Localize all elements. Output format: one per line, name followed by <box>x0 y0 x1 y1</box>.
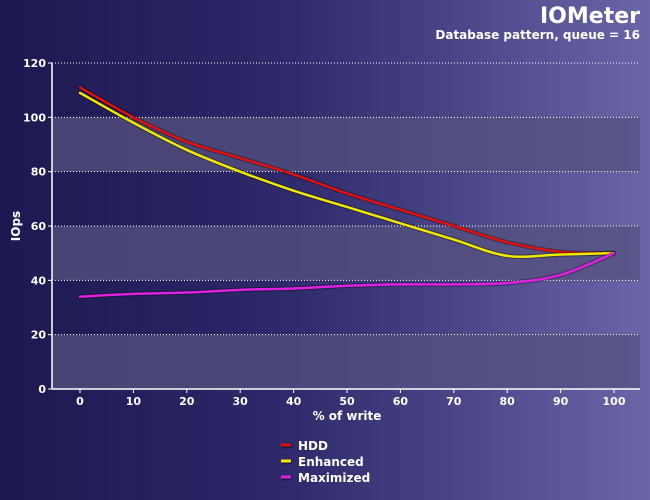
y-tick-label: 40 <box>31 274 47 287</box>
legend: HDD Enhanced Maximized <box>281 439 370 485</box>
y-tick-labels: 0 20 40 60 80 100 120 <box>23 57 52 396</box>
x-tick-label: 100 <box>603 395 626 408</box>
y-axis-label: IOps <box>9 211 23 241</box>
x-tick-labels: 0 10 20 30 40 50 60 70 80 90 100 <box>76 389 626 408</box>
x-tick-label: 60 <box>393 395 409 408</box>
grid-lines <box>52 62 640 336</box>
y-tick-label: 80 <box>31 166 47 179</box>
x-tick-label: 50 <box>339 395 355 408</box>
chart-title: IOMeter <box>540 4 640 29</box>
x-tick-label: 90 <box>553 395 569 408</box>
x-tick-label: 10 <box>126 395 142 408</box>
plot-bands <box>52 117 640 389</box>
series-line-maximized <box>78 251 616 298</box>
plot-band <box>52 334 640 389</box>
x-tick-label: 40 <box>286 395 302 408</box>
x-tick-label: 30 <box>233 395 249 408</box>
chart-subtitle: Database pattern, queue = 16 <box>435 28 640 42</box>
x-tick-label: 0 <box>76 395 84 408</box>
legend-label-enhanced: Enhanced <box>298 455 364 469</box>
x-tick-label: 70 <box>446 395 462 408</box>
x-tick-label: 20 <box>179 395 195 408</box>
y-tick-label: 120 <box>23 57 46 70</box>
y-tick-label: 60 <box>31 220 47 233</box>
y-tick-label: 0 <box>38 383 46 396</box>
series-lines <box>77 85 617 299</box>
legend-label-maximized: Maximized <box>298 471 370 485</box>
x-axis-label: % of write <box>313 409 382 423</box>
y-tick-label: 100 <box>23 111 46 124</box>
y-tick-label: 20 <box>31 329 47 342</box>
plot-band <box>52 226 640 281</box>
x-tick-label: 80 <box>500 395 516 408</box>
series-line-enhanced <box>78 91 616 259</box>
legend-label-hdd: HDD <box>298 439 328 453</box>
series-line-hdd <box>78 86 616 255</box>
